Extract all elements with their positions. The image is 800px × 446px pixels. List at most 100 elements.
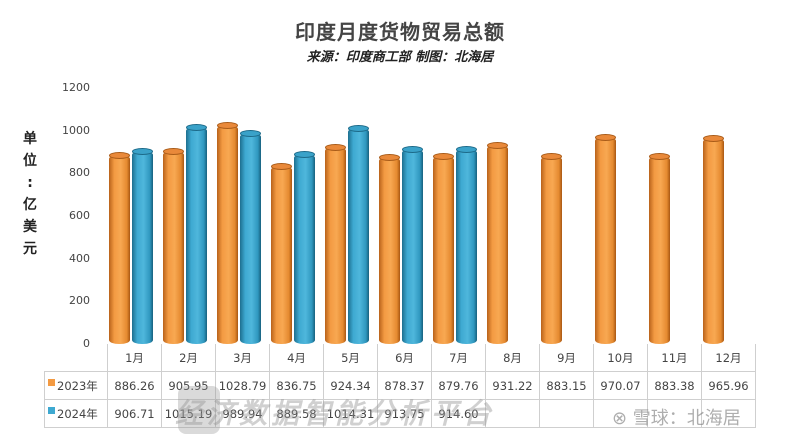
- bar-2024年-5月: [348, 124, 369, 344]
- bar-2023年-11月: [649, 152, 670, 344]
- y-axis-label-char: 位: [23, 153, 37, 169]
- legend-label: 2024年: [57, 406, 98, 421]
- table-cell: 1014.31: [323, 399, 378, 428]
- table-cell: [539, 399, 594, 428]
- y-axis-label-char: 元: [23, 241, 37, 257]
- month-header: 7月: [431, 344, 486, 372]
- chart-subtitle: 来源：印度商工部 制图：北海居: [306, 50, 494, 65]
- table-cell: 965.96: [701, 371, 756, 400]
- table-row-2024: 2024年 906.71 1015.19 989.94 889.58 1014.…: [44, 399, 756, 428]
- legend-marker-blue-icon: [48, 406, 55, 414]
- table-cell: [647, 399, 702, 428]
- bar-cap: [132, 147, 153, 155]
- table-cell: 914.60: [431, 399, 486, 428]
- bar-2024年-6月: [402, 146, 423, 344]
- bar-cap: [325, 143, 346, 151]
- y-tick: 1200: [62, 81, 90, 94]
- table-cell: 889.58: [269, 399, 324, 428]
- bar-2024年-1月: [132, 147, 153, 344]
- plot-area: [104, 88, 752, 344]
- bar-2023年-12月: [703, 134, 724, 344]
- table-cell: [701, 399, 756, 428]
- bar-cap: [595, 134, 616, 142]
- bar-cap: [109, 151, 130, 159]
- y-axis-label-char: 单: [23, 131, 37, 147]
- bar-cap: [456, 145, 477, 153]
- month-header: 2月: [161, 344, 216, 372]
- bar-2023年-5月: [325, 143, 346, 344]
- month-header: 9月: [539, 344, 594, 372]
- bar-2023年-2月: [163, 147, 184, 344]
- bar-cap: [217, 121, 238, 129]
- y-tick: 600: [69, 209, 90, 222]
- y-axis-label: 单 位 : 亿 美 元: [20, 128, 40, 260]
- bar-cap: [541, 152, 562, 160]
- month-header: 10月: [593, 344, 648, 372]
- legend-marker-orange-icon: [48, 378, 55, 386]
- bar-2023年-7月: [433, 153, 454, 344]
- watermark-logo-icon: [178, 386, 220, 434]
- y-tick: 400: [69, 252, 90, 265]
- y-axis-label-char: 亿: [23, 197, 37, 213]
- table-cell: 906.71: [107, 399, 162, 428]
- month-header: 3月: [215, 344, 270, 372]
- table-cell: 1028.79: [215, 371, 270, 400]
- month-header: 11月: [647, 344, 702, 372]
- bar-2023年-1月: [109, 151, 130, 344]
- table-cell: 886.26: [107, 371, 162, 400]
- legend-2023: 2023年: [44, 371, 108, 400]
- watermark-text: 经济数据智能分析平台: [175, 397, 496, 430]
- bar-cap: [186, 124, 207, 132]
- legend-2024: 2024年: [44, 399, 108, 428]
- bar-cap: [402, 146, 423, 154]
- bar-2023年-4月: [271, 162, 292, 344]
- table-cell: 878.37: [377, 371, 432, 400]
- bar-cap: [703, 134, 724, 142]
- bar-2024年-3月: [240, 129, 261, 344]
- month-header: 8月: [485, 344, 540, 372]
- y-tick: 0: [83, 337, 90, 350]
- bar-2023年-6月: [379, 153, 400, 344]
- data-table-corner: [44, 344, 108, 372]
- table-cell: 883.38: [647, 371, 702, 400]
- data-table: 1月 2月 3月 4月 5月 6月 7月 8月 9月 10月 11月 12月 2…: [44, 344, 756, 428]
- table-cell: 970.07: [593, 371, 648, 400]
- legend-label: 2023年: [57, 378, 98, 393]
- bar-cap: [348, 124, 369, 132]
- data-table-header-row: 1月 2月 3月 4月 5月 6月 7月 8月 9月 10月 11月 12月: [44, 344, 756, 372]
- month-header: 5月: [323, 344, 378, 372]
- table-cell: 879.76: [431, 371, 486, 400]
- bar-cap: [649, 152, 670, 160]
- bar-2023年-9月: [541, 152, 562, 344]
- bar-cap: [487, 142, 508, 150]
- watermark-credit: ⊗ 雪球：北海居: [612, 408, 741, 429]
- y-axis-label-char: :: [27, 175, 33, 191]
- y-tick: 200: [69, 294, 90, 307]
- month-header: 4月: [269, 344, 324, 372]
- table-cell: 883.15: [539, 371, 594, 400]
- chart-title: 印度月度货物贸易总额: [295, 20, 505, 44]
- month-header: 1月: [107, 344, 162, 372]
- table-cell: 913.75: [377, 399, 432, 428]
- month-header: 12月: [701, 344, 756, 372]
- bar-cap: [240, 129, 261, 137]
- bar-2023年-8月: [487, 142, 508, 344]
- y-tick: 1000: [62, 124, 90, 137]
- y-axis-label-char: 美: [23, 219, 37, 235]
- table-cell: [593, 399, 648, 428]
- bar-2024年-2月: [186, 124, 207, 344]
- bar-cap: [433, 153, 454, 161]
- bar-2024年-4月: [294, 151, 315, 344]
- bar-cap: [271, 162, 292, 170]
- bar-2023年-3月: [217, 121, 238, 344]
- table-cell: 836.75: [269, 371, 324, 400]
- bar-cap: [379, 153, 400, 161]
- bar-cap: [294, 151, 315, 159]
- bar-2023年-10月: [595, 134, 616, 344]
- month-header: 6月: [377, 344, 432, 372]
- table-cell: 905.95: [161, 371, 216, 400]
- table-row-2023: 2023年 886.26 905.95 1028.79 836.75 924.3…: [44, 371, 756, 400]
- bar-cap: [163, 147, 184, 155]
- bar-2024年-7月: [456, 145, 477, 344]
- y-tick: 800: [69, 166, 90, 179]
